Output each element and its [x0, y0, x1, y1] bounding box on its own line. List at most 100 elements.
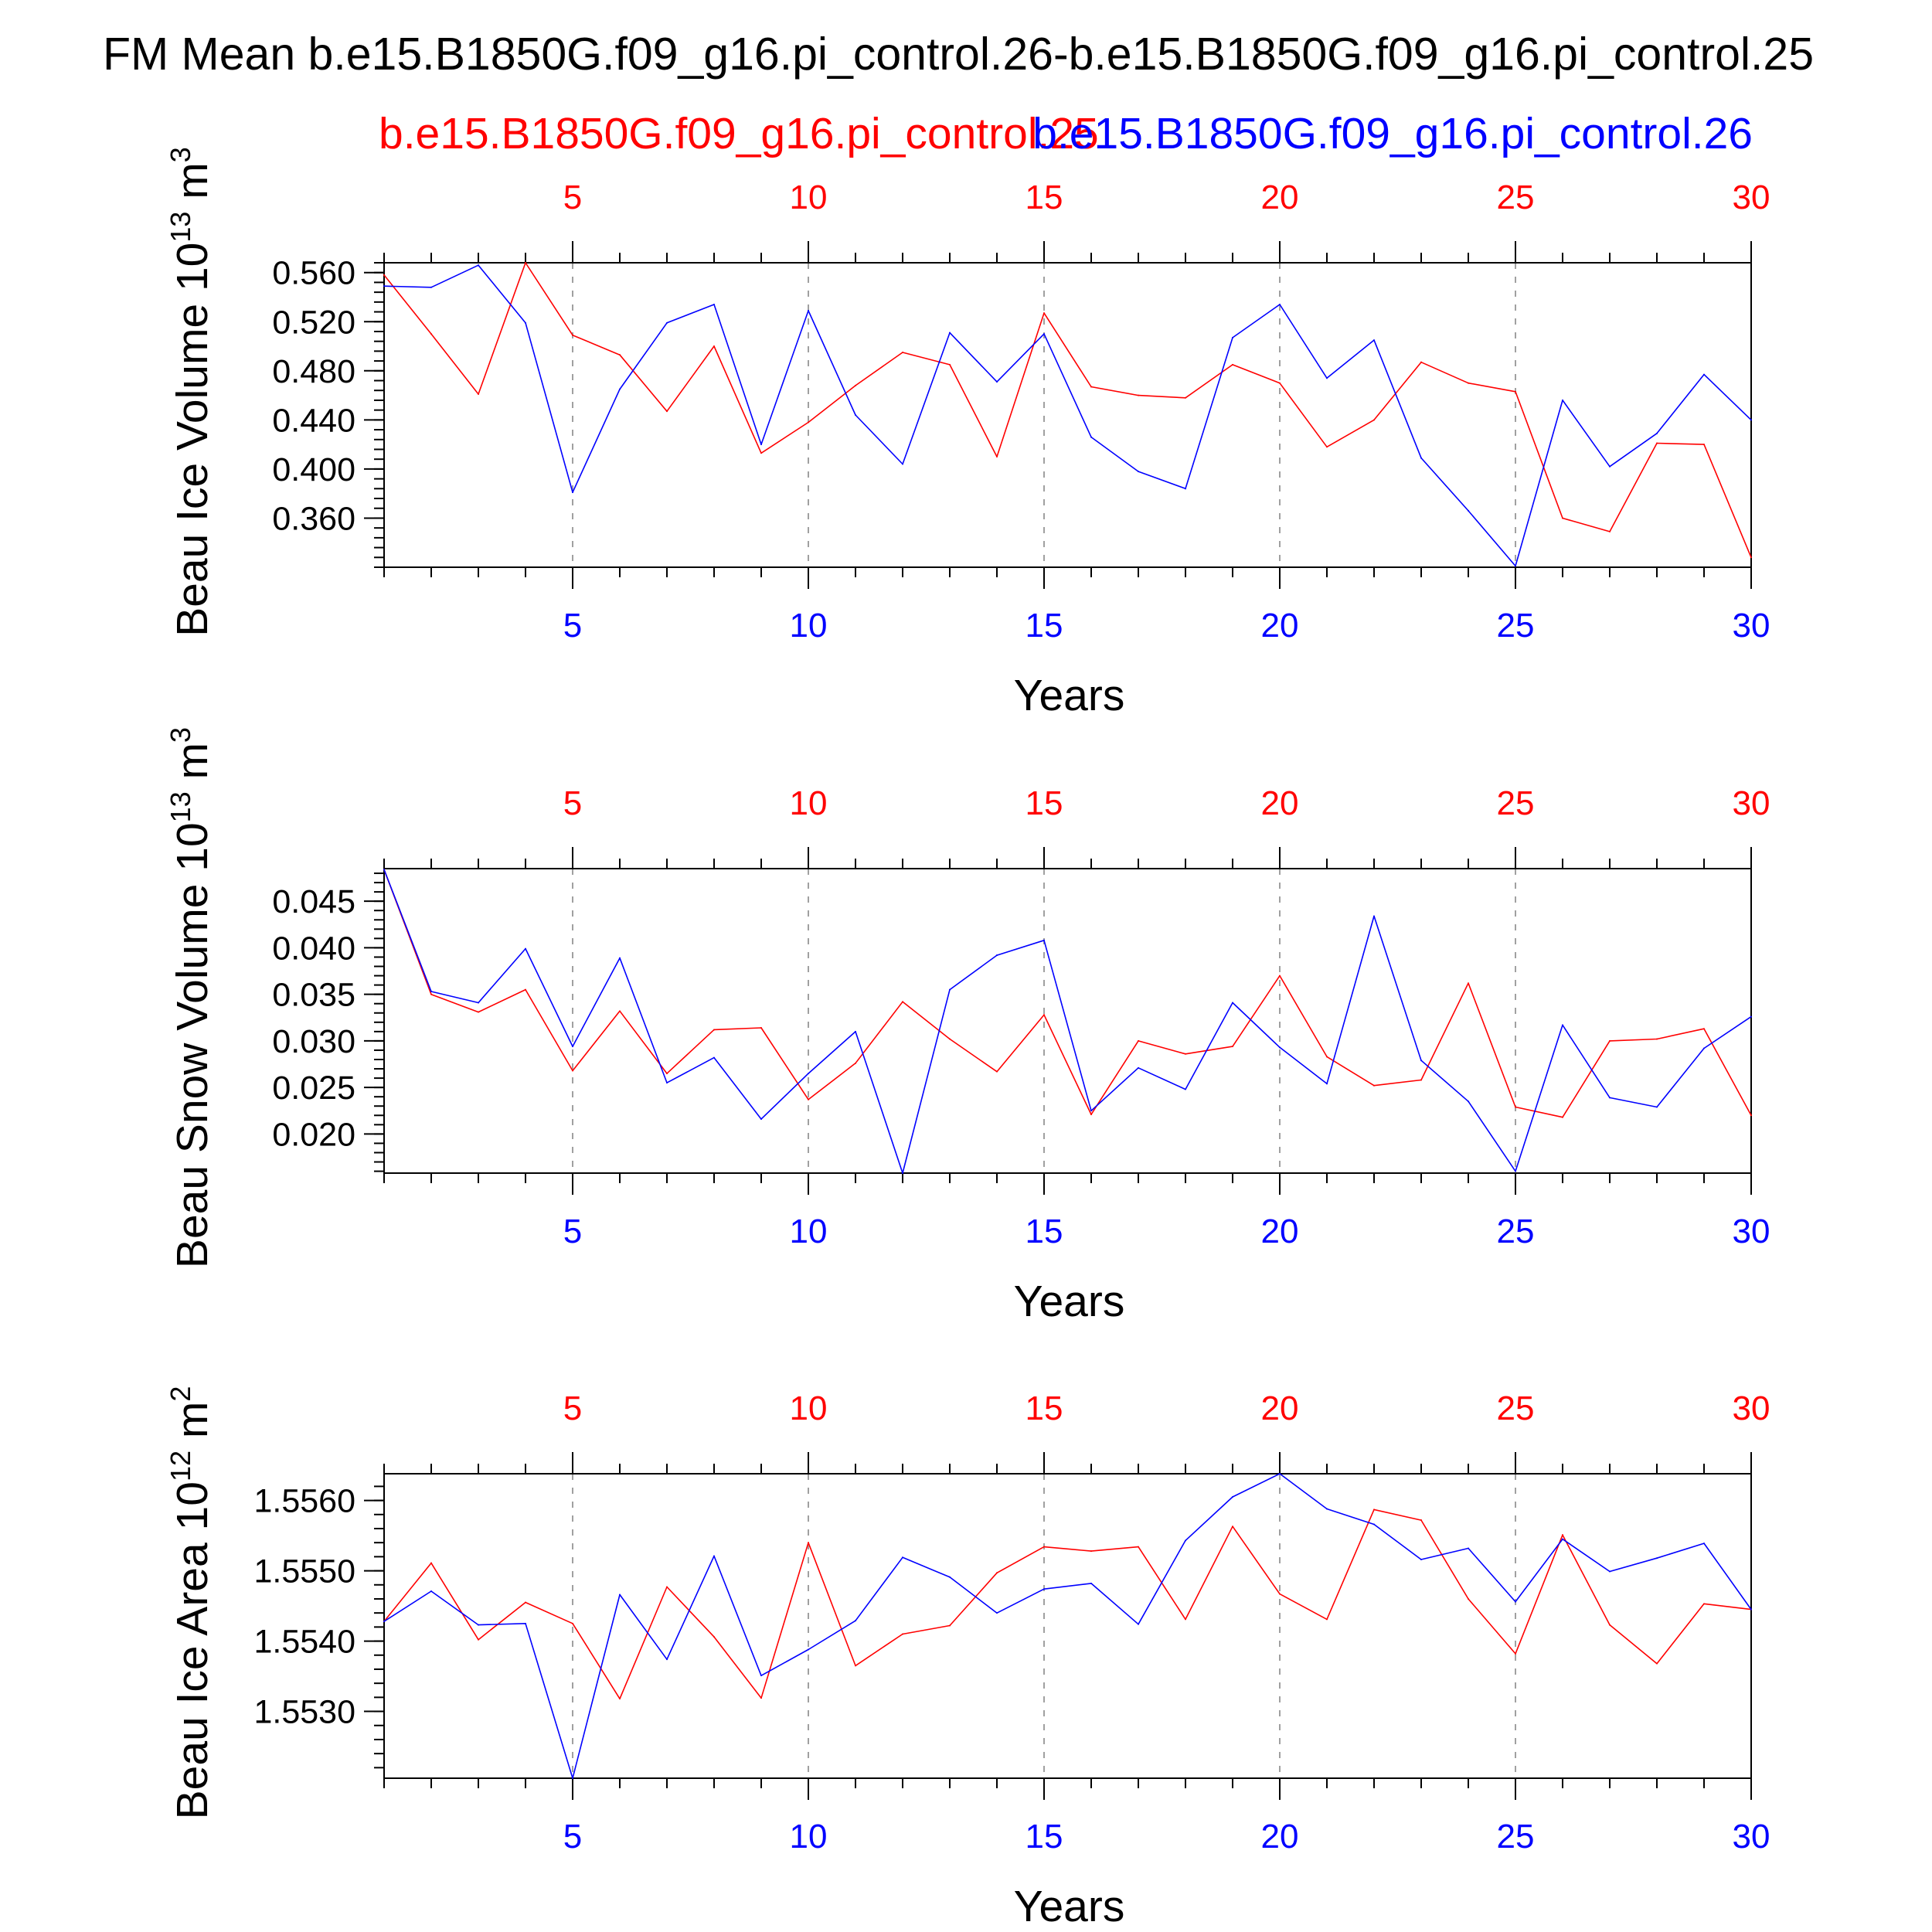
x-tick-label-bottom: 10 — [790, 607, 828, 645]
legend-case2-label: b.e15.B1850G.f09_g16.pi_control.26 — [1032, 109, 1753, 158]
data-point — [1090, 1582, 1092, 1584]
series-line-case1 — [383, 869, 1752, 1118]
data-point — [1232, 1496, 1233, 1498]
y-axis-label: Beau Ice Volume 1013 m3 — [165, 147, 217, 637]
chart-panels: 55101015152020252530300.5600.5200.4800.4… — [165, 147, 1770, 1931]
data-point — [572, 334, 573, 336]
data-point — [383, 869, 385, 871]
series-line-case2 — [383, 1473, 1752, 1779]
x-tick-label-top: 30 — [1733, 784, 1770, 822]
data-point — [1750, 1114, 1752, 1117]
data-point — [666, 1073, 668, 1075]
data-point — [1515, 1652, 1516, 1655]
data-point — [619, 1594, 621, 1596]
data-point — [430, 286, 432, 288]
x-tick-label-top: 5 — [563, 784, 582, 822]
data-point — [1420, 1060, 1422, 1062]
data-point — [478, 1624, 479, 1626]
data-point — [855, 1030, 856, 1032]
data-point — [902, 463, 903, 465]
data-point — [855, 1620, 856, 1622]
y-axis-label-part: 2 — [165, 1386, 196, 1402]
data-point — [572, 1046, 573, 1048]
series-line-case1 — [383, 1509, 1752, 1699]
data-point — [1373, 915, 1375, 917]
data-point — [902, 1556, 903, 1559]
data-point — [619, 354, 621, 356]
data-point — [1185, 1539, 1186, 1542]
chart-panel-1: 5 5 10 10 15 15 20 20 25 25 30 30 0.560 0.520 0.480 0.4… — [165, 147, 1770, 720]
chart-panel-3: 5 5 10 10 15 15 20 20 25 25 30 30 1.5560 1.5550 1.5540… — [165, 1386, 1770, 1931]
data-point — [855, 1665, 856, 1667]
x-tick-label-top: 20 — [1261, 1389, 1299, 1427]
data-point — [1326, 1508, 1328, 1510]
x-tick-label-top: 5 — [563, 179, 582, 216]
data-point — [1656, 1662, 1658, 1665]
data-point — [996, 1572, 998, 1574]
data-point — [949, 1576, 951, 1578]
data-point — [1232, 1002, 1233, 1004]
x-tick-label-bottom: 30 — [1733, 1213, 1770, 1250]
legend-case1-label: b.e15.B1850G.f09_g16.pi_control.25 — [379, 109, 1099, 158]
data-point — [808, 1648, 809, 1651]
data-point — [525, 947, 526, 950]
data-point — [1326, 1056, 1328, 1058]
data-point — [1138, 1623, 1139, 1625]
data-point — [525, 1622, 526, 1624]
data-point — [1043, 1546, 1045, 1548]
data-point — [430, 993, 432, 995]
data-point — [1609, 465, 1611, 468]
figure-title: FM Mean b.e15.B1850G.f09_g16.pi_control.… — [103, 29, 1814, 80]
y-tick-label: 0.030 — [272, 1023, 355, 1060]
data-point — [713, 1029, 715, 1031]
data-point — [1043, 1588, 1045, 1590]
data-point — [1703, 1047, 1705, 1049]
x-tick-label-top: 10 — [790, 179, 828, 216]
data-point — [1090, 1114, 1092, 1116]
data-point — [949, 988, 951, 991]
data-point — [1326, 1083, 1328, 1085]
y-tick-label: 1.5560 — [253, 1483, 355, 1520]
data-point — [619, 957, 621, 959]
plot-frame — [383, 868, 1752, 1174]
x-tick-label-top: 25 — [1497, 1389, 1535, 1427]
y-tick-label: 0.400 — [272, 451, 355, 488]
y-axis-label-part: m — [168, 162, 217, 211]
data-point — [1562, 1116, 1563, 1118]
data-point — [949, 363, 951, 366]
data-point — [666, 410, 668, 413]
data-point — [1656, 1038, 1658, 1040]
data-point — [855, 414, 856, 416]
x-tick-label-bottom: 20 — [1261, 1818, 1299, 1855]
x-tick-label-bottom: 25 — [1497, 607, 1535, 645]
y-tick-label: 0.360 — [272, 500, 355, 537]
y-tick-label: 1.5530 — [253, 1694, 355, 1731]
x-tick-label-top: 30 — [1733, 179, 1770, 216]
data-point — [1609, 1097, 1611, 1099]
data-point — [478, 1638, 479, 1641]
data-point — [1703, 1603, 1705, 1605]
x-tick-label-bottom: 20 — [1261, 607, 1299, 645]
y-axis-label-part: m — [168, 743, 217, 791]
y-axis-label-part: 10 — [168, 822, 217, 871]
data-point — [1090, 1550, 1092, 1553]
data-point — [1515, 565, 1516, 567]
y-tick-label: 0.035 — [272, 977, 355, 1014]
x-tick-label-bottom: 20 — [1261, 1213, 1299, 1250]
data-point — [1515, 1600, 1516, 1603]
data-point — [1420, 361, 1422, 363]
y-tick-label: 0.480 — [272, 353, 355, 390]
y-tick-label: 0.040 — [272, 930, 355, 967]
y-axis-label-part: 3 — [165, 727, 196, 743]
plot-frame — [383, 1473, 1752, 1779]
data-point — [1750, 1608, 1752, 1611]
data-point — [1703, 373, 1705, 376]
data-point — [1515, 390, 1516, 393]
data-point — [1373, 1509, 1375, 1511]
data-point — [478, 1011, 479, 1013]
data-point — [525, 262, 526, 264]
data-point — [1185, 396, 1186, 399]
data-point — [1468, 1100, 1469, 1103]
data-point — [525, 988, 526, 991]
